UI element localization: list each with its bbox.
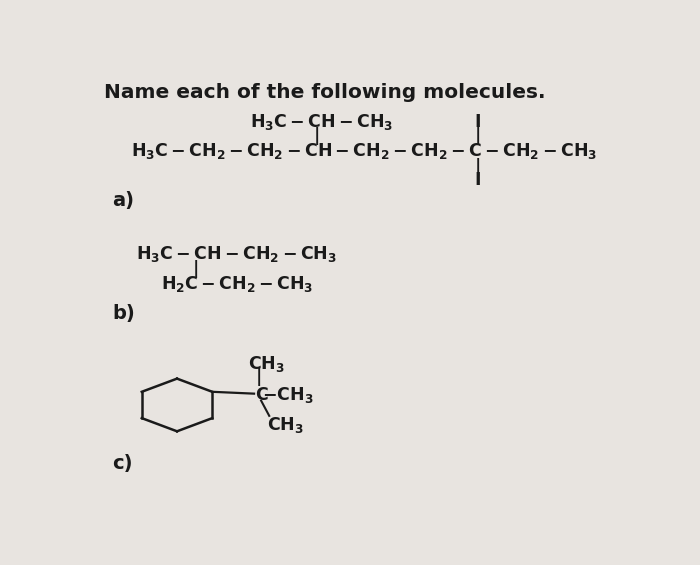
Text: $\mathbf{|}$: $\mathbf{|}$ <box>474 125 480 147</box>
Text: $\mathbf{|}$: $\mathbf{|}$ <box>474 155 480 177</box>
Text: $\mathbf{|}$: $\mathbf{|}$ <box>193 258 199 280</box>
Text: a): a) <box>112 191 134 210</box>
Text: $\mathbf{CH_3}$: $\mathbf{CH_3}$ <box>267 415 303 436</box>
Text: $\mathbf{I}$: $\mathbf{I}$ <box>474 113 480 131</box>
Text: $\mathbf{H_3C-CH_2-CH_2-CH-CH_2-CH_2-C-CH_2-CH_3}$: $\mathbf{H_3C-CH_2-CH_2-CH-CH_2-CH_2-C-C… <box>131 141 597 162</box>
Text: Name each of the following molecules.: Name each of the following molecules. <box>104 83 545 102</box>
Text: $\mathbf{H_2C-CH_2-CH_3}$: $\mathbf{H_2C-CH_2-CH_3}$ <box>161 274 313 294</box>
Text: $\mathbf{|}$: $\mathbf{|}$ <box>256 366 262 388</box>
Text: b): b) <box>112 304 134 323</box>
Text: c): c) <box>112 454 132 473</box>
Text: $\mathbf{C}$: $\mathbf{C}$ <box>255 386 268 404</box>
Text: $\mathbf{H_3C-CH-CH_2-CH_3}$: $\mathbf{H_3C-CH-CH_2-CH_3}$ <box>136 244 337 264</box>
Text: $\mathbf{CH_3}$: $\mathbf{CH_3}$ <box>248 354 284 373</box>
Text: $\mathbf{I}$: $\mathbf{I}$ <box>474 171 480 189</box>
Text: $\mathbf{-CH_3}$: $\mathbf{-CH_3}$ <box>262 385 314 405</box>
Text: $\mathbf{|}$: $\mathbf{|}$ <box>314 125 319 147</box>
Text: $\mathbf{H_3C-CH-CH_3}$: $\mathbf{H_3C-CH-CH_3}$ <box>251 112 393 132</box>
